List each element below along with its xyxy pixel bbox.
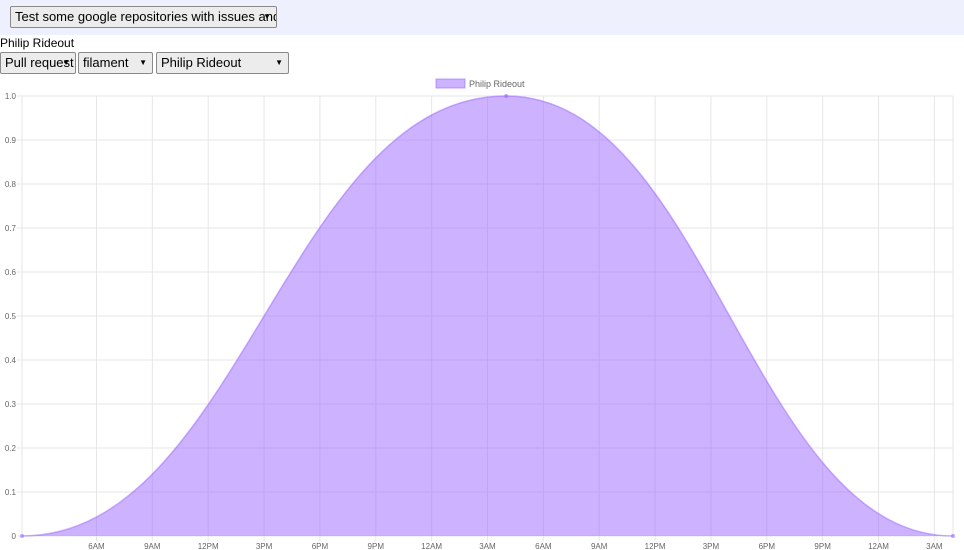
repository-select[interactable]: Test some google repositories with issue…	[10, 6, 277, 28]
y-tick-label: 0.3	[5, 400, 17, 409]
y-tick-label: 0.4	[5, 356, 17, 365]
author-select-value: Philip Rideout	[161, 55, 242, 70]
x-tick-label: 9AM	[591, 542, 608, 550]
project-select-value: filament	[83, 55, 129, 70]
y-tick-label: 0.9	[5, 136, 17, 145]
x-tick-label: 3PM	[703, 542, 720, 550]
data-point[interactable]	[951, 534, 955, 538]
x-tick-label: 12PM	[645, 542, 666, 550]
y-tick-label: 0.7	[5, 224, 17, 233]
type-select[interactable]: Pull request ▼	[0, 52, 76, 74]
y-axis-ticks: 0 0.1 0.2 0.3 0.4 0.5 0.6 0.7 0.8 0.9 1.0	[5, 92, 17, 541]
chevron-down-icon: ▼	[263, 12, 271, 21]
x-axis-ticks: 6AM 9AM 12PM 3PM 6PM 9PM 12AM 3AM 6AM 9AM 12PM 3PM 6…	[88, 542, 943, 550]
y-tick-label: 0.2	[5, 444, 17, 453]
x-tick-label: 6PM	[759, 542, 776, 550]
y-tick-label: 0.8	[5, 180, 17, 189]
person-title: Philip Rideout	[0, 36, 75, 50]
legend-label: Philip Rideout	[469, 79, 525, 89]
legend-swatch	[435, 78, 466, 89]
y-tick-label: 1.0	[5, 92, 17, 101]
x-tick-label: 12PM	[198, 542, 219, 550]
author-select[interactable]: Philip Rideout ▼	[156, 52, 289, 74]
chevron-down-icon: ▼	[275, 58, 283, 67]
chart-legend[interactable]: Philip Rideout	[435, 78, 525, 89]
area-fill	[22, 96, 953, 536]
chart-area-series	[20, 94, 955, 538]
x-tick-label: 6AM	[88, 542, 105, 550]
x-tick-label: 9AM	[144, 542, 161, 550]
project-select[interactable]: filament ▼	[78, 52, 153, 74]
data-point[interactable]	[20, 534, 24, 538]
x-tick-label: 3AM	[926, 542, 943, 550]
activity-chart: 0 0.1 0.2 0.3 0.4 0.5 0.6 0.7 0.8 0.9 1.0 6AM 9AM 12…	[5, 78, 955, 550]
x-tick-label: 6PM	[312, 542, 329, 550]
y-tick-label: 0	[12, 532, 17, 541]
type-select-value: Pull request	[5, 55, 74, 70]
x-tick-label: 12AM	[421, 542, 442, 550]
chevron-down-icon: ▼	[139, 58, 147, 67]
top-bar: Test some google repositories with issue…	[0, 0, 964, 35]
x-tick-label: 9PM	[368, 542, 385, 550]
repository-select-value: Test some google repositories with issue…	[15, 9, 277, 24]
x-tick-label: 3AM	[479, 542, 496, 550]
y-tick-label: 0.6	[5, 268, 17, 277]
data-point[interactable]	[504, 94, 509, 98]
y-tick-label: 0.1	[5, 488, 17, 497]
x-tick-label: 6AM	[535, 542, 552, 550]
y-tick-label: 0.5	[5, 312, 17, 321]
chevron-down-icon: ▼	[62, 58, 70, 67]
x-tick-label: 12AM	[868, 542, 889, 550]
x-tick-label: 3PM	[256, 542, 273, 550]
x-tick-label: 9PM	[814, 542, 831, 550]
